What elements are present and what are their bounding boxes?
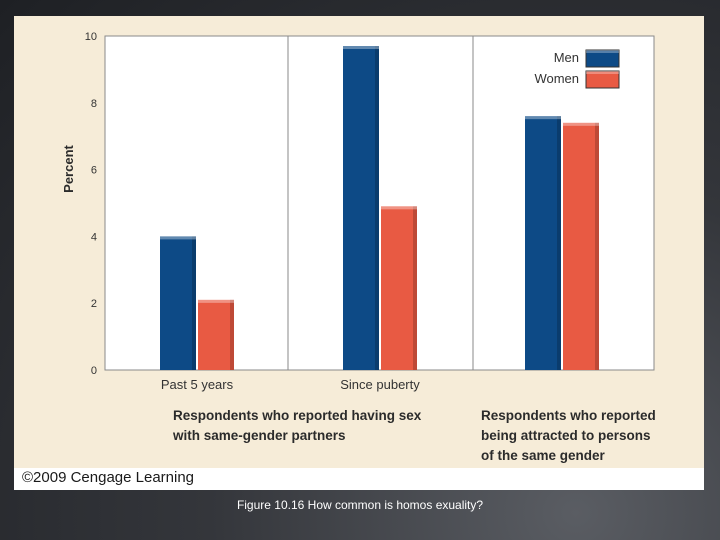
legend-label-women: Women — [534, 71, 579, 86]
plot-background — [104, 35, 655, 371]
y-axis-label: Percent — [61, 144, 76, 192]
category-group-label-1: Respondents who reported having sex with … — [172, 408, 422, 443]
bar-men-3 — [525, 116, 561, 370]
x-category-2: Since puberty — [340, 377, 420, 392]
bar-men-2 — [343, 46, 379, 371]
bar-women-3 — [563, 122, 599, 370]
y-tick-0: 0 — [91, 365, 97, 377]
legend-item-men: Men — [554, 49, 620, 68]
y-tick-10: 10 — [85, 31, 97, 43]
category-group-labels: Respondents who reported having sex with … — [172, 408, 656, 463]
copyright-notice: ©2009 Cengage Learning — [22, 469, 195, 486]
legend-item-women: Women — [534, 70, 620, 89]
bar-series — [160, 46, 599, 371]
y-tick-2: 2 — [91, 298, 97, 310]
category-group-label-2: Respondents who reported being attracted … — [481, 408, 656, 463]
legend-swatch-men — [585, 49, 620, 68]
legend: Men Women — [534, 49, 620, 89]
legend-swatch-women — [585, 70, 620, 89]
figure-caption: Figure 10.16 How common is homos exualit… — [236, 498, 484, 512]
bar-women-1 — [198, 299, 234, 370]
y-tick-4: 4 — [91, 231, 97, 243]
bar-men-1 — [160, 236, 196, 370]
y-tick-6: 6 — [91, 165, 97, 177]
x-axis-categories: Past 5 years Since puberty — [161, 377, 420, 392]
plot-grid — [104, 35, 655, 371]
legend-label-men: Men — [554, 50, 579, 65]
x-category-1: Past 5 years — [161, 377, 234, 392]
y-axis-ticks: 0 2 4 6 8 10 — [85, 31, 97, 377]
bar-women-2 — [381, 206, 417, 370]
y-tick-8: 8 — [91, 98, 97, 110]
